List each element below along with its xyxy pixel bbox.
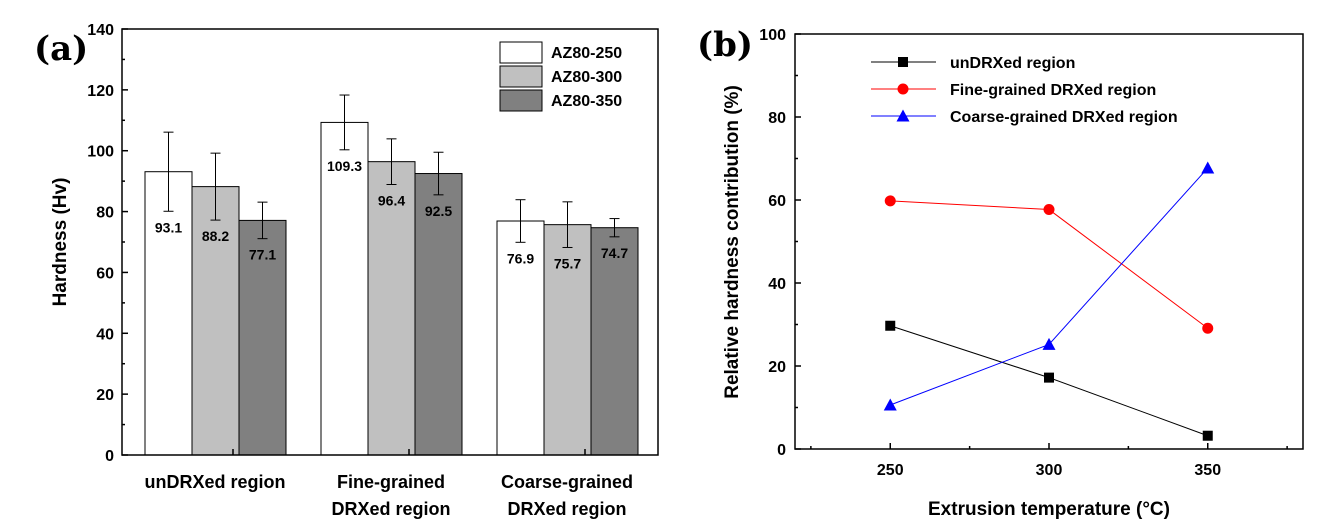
x-tick-label: 250 [877,462,904,479]
category-label: Coarse-grained [501,472,633,492]
y-tick-label: 60 [768,193,786,210]
data-point-square [885,320,896,331]
data-point-triangle [896,109,910,122]
category-label: Fine-grained [337,472,445,492]
category-label: unDRXed region [144,472,285,492]
y-tick-label: 140 [87,22,114,39]
y-axis-title: Hardness (Hv) [50,178,71,307]
category-label: DRXed region [507,499,626,519]
series-line [890,200,1209,329]
y-tick-label: 60 [96,265,114,282]
bar-chart-panel: (a) 93.1 88.2 77.1 unDRXed region 109.3 96.4 92… [34,22,659,519]
category-label: DRXed region [331,499,450,519]
bar [191,186,240,456]
bar [590,227,639,456]
y-tick-label: 20 [768,359,786,376]
y-tick-label: 80 [96,205,114,222]
data-label: 77.1 [249,247,276,263]
legend-label: Coarse-grained DRXed region [950,109,1178,126]
data-label: 96.4 [378,192,405,208]
data-point-triangle [1042,337,1056,350]
data-point-triangle [883,398,897,411]
data-point-square [898,57,908,67]
legend-label: AZ80-300 [551,69,622,86]
data-point-circle [897,83,909,95]
y-tick-label: 20 [96,387,114,404]
legend-label: Fine-grained DRXed region [950,82,1156,99]
y-tick-label: 40 [768,276,786,293]
legend-swatch [499,89,543,112]
data-label: 76.9 [507,250,534,266]
y-tick-label: 40 [96,326,114,343]
data-label: 93.1 [155,219,182,235]
data-point-square [1202,430,1213,441]
y-tick-label: 80 [768,110,786,127]
line-chart-panel: (b) 0 20 40 60 80 100 250 300 350 Extrusion temper… [697,25,1304,520]
panel-label: (a) [34,29,88,69]
data-label: 88.2 [202,228,229,244]
y-axis-title: Relative hardness contribution (%) [722,85,743,399]
x-axis-title: Extrusion temperature (°C) [928,499,1170,520]
y-tick-label: 0 [105,448,114,465]
data-label: 92.5 [425,203,452,219]
legend-label: AZ80-250 [551,45,622,62]
data-point-square [1044,372,1054,383]
bar [414,173,463,456]
data-point-triangle [1201,161,1215,174]
legend-swatch [499,41,543,64]
legend-label: AZ80-350 [551,93,622,110]
data-point-circle [1202,322,1214,334]
bar [144,171,193,456]
data-point-circle [1043,204,1055,216]
panel-label: (b) [697,25,753,65]
legend-swatch [499,65,543,88]
legend-label: unDRXed region [950,55,1075,72]
y-tick-label: 100 [759,27,786,44]
y-tick-label: 0 [777,442,786,459]
y-tick-label: 100 [87,144,114,161]
data-point-circle [884,195,896,207]
y-tick-label: 120 [87,83,114,100]
data-label: 109.3 [327,158,362,174]
x-tick-label: 350 [1194,462,1221,479]
data-label: 75.7 [554,255,581,271]
x-tick-label: 300 [1036,462,1063,479]
data-label: 74.7 [601,245,628,261]
